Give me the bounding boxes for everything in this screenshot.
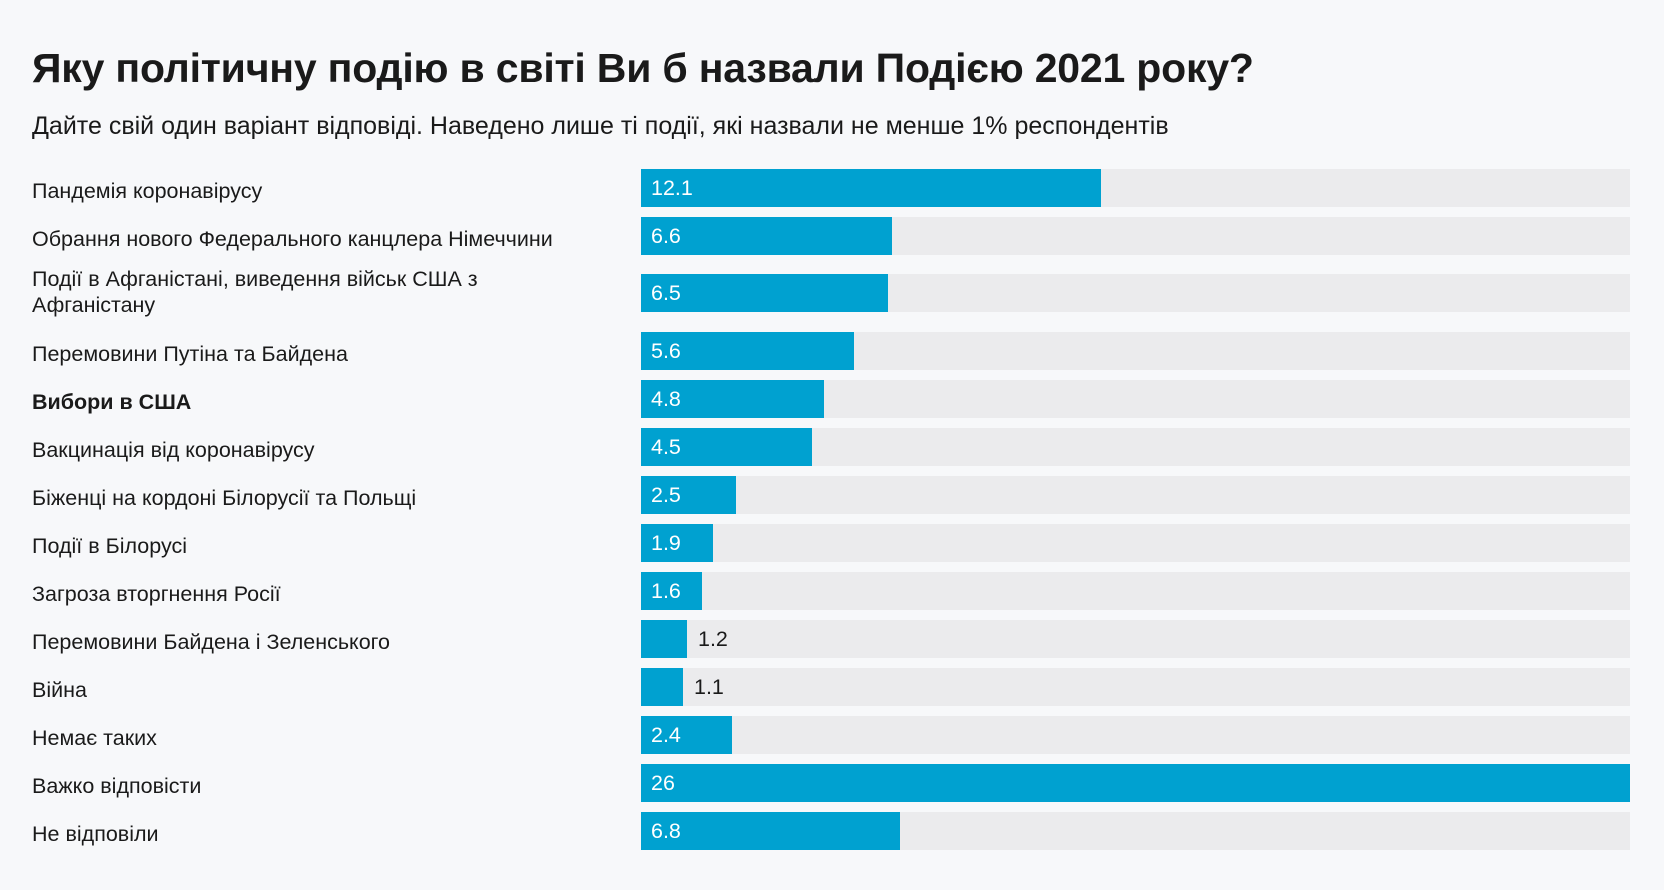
bar bbox=[641, 217, 892, 255]
category-label: Обрання нового Федерального канцлера Нім… bbox=[32, 227, 553, 251]
category-label: Вибори в США bbox=[32, 390, 192, 414]
category-label: Не відповіли bbox=[32, 822, 159, 846]
value-label: 2.5 bbox=[651, 483, 681, 507]
bar-track: 2.5 bbox=[641, 476, 1630, 514]
category-label: Війна bbox=[32, 678, 87, 702]
bar bbox=[641, 572, 702, 610]
bar-track: 4.5 bbox=[641, 428, 1630, 466]
category-label: Події в Афганістані, виведення військ СШ… bbox=[32, 267, 478, 317]
bar-track: 1.1 bbox=[641, 668, 1630, 706]
category-label: Перемовини Байдена і Зеленського bbox=[32, 630, 390, 654]
value-label: 4.5 bbox=[651, 435, 681, 459]
category-label: Загроза вторгнення Росії bbox=[32, 582, 281, 606]
bar bbox=[641, 332, 854, 370]
bar bbox=[641, 380, 824, 418]
bar bbox=[641, 764, 1630, 802]
category-label: Вакцинація від коронавірусу bbox=[32, 438, 315, 462]
bar-track: 6.5 bbox=[641, 274, 1630, 312]
chart-subtitle: Дайте свій один варіант відповіді. Навед… bbox=[32, 112, 1169, 140]
value-label: 6.5 bbox=[651, 281, 681, 305]
value-label: 4.8 bbox=[651, 387, 681, 411]
bar-track: 1.9 bbox=[641, 524, 1630, 562]
value-label: 2.4 bbox=[651, 723, 681, 747]
bar bbox=[641, 620, 687, 658]
value-label: 12.1 bbox=[651, 176, 693, 200]
category-label: Події в Білорусі bbox=[32, 534, 187, 558]
value-label: 1.6 bbox=[651, 579, 681, 603]
category-label: Пандемія коронавірусу bbox=[32, 179, 263, 203]
chart-title: Яку політичну подію в світі Ви б назвали… bbox=[32, 45, 1254, 91]
bar-track: 12.1 bbox=[641, 169, 1630, 207]
bar-track: 6.8 bbox=[641, 812, 1630, 850]
category-label: Перемовини Путіна та Байдена bbox=[32, 342, 348, 366]
bar bbox=[641, 524, 713, 562]
value-label: 5.6 bbox=[651, 339, 681, 363]
value-label: 1.1 bbox=[694, 675, 724, 699]
bar-track: 2.4 bbox=[641, 716, 1630, 754]
bar bbox=[641, 169, 1101, 207]
value-label: 26 bbox=[651, 771, 675, 795]
bar bbox=[641, 812, 900, 850]
bar-track: 6.6 bbox=[641, 217, 1630, 255]
bar bbox=[641, 668, 683, 706]
bar-track: 26 bbox=[641, 764, 1630, 802]
bar bbox=[641, 274, 888, 312]
value-label: 6.6 bbox=[651, 224, 681, 248]
bar-track: 1.2 bbox=[641, 620, 1630, 658]
bar-track: 1.6 bbox=[641, 572, 1630, 610]
category-label: Важко відповісти bbox=[32, 774, 202, 798]
category-label: Біженці на кордоні Білорусії та Польщі bbox=[32, 486, 417, 510]
bar bbox=[641, 476, 736, 514]
value-label: 1.9 bbox=[651, 531, 681, 555]
value-label: 6.8 bbox=[651, 819, 681, 843]
category-label: Немає таких bbox=[32, 726, 157, 750]
bar bbox=[641, 428, 812, 466]
value-label: 1.2 bbox=[698, 627, 728, 651]
bar-track: 4.8 bbox=[641, 380, 1630, 418]
bar-track: 5.6 bbox=[641, 332, 1630, 370]
bar bbox=[641, 716, 732, 754]
